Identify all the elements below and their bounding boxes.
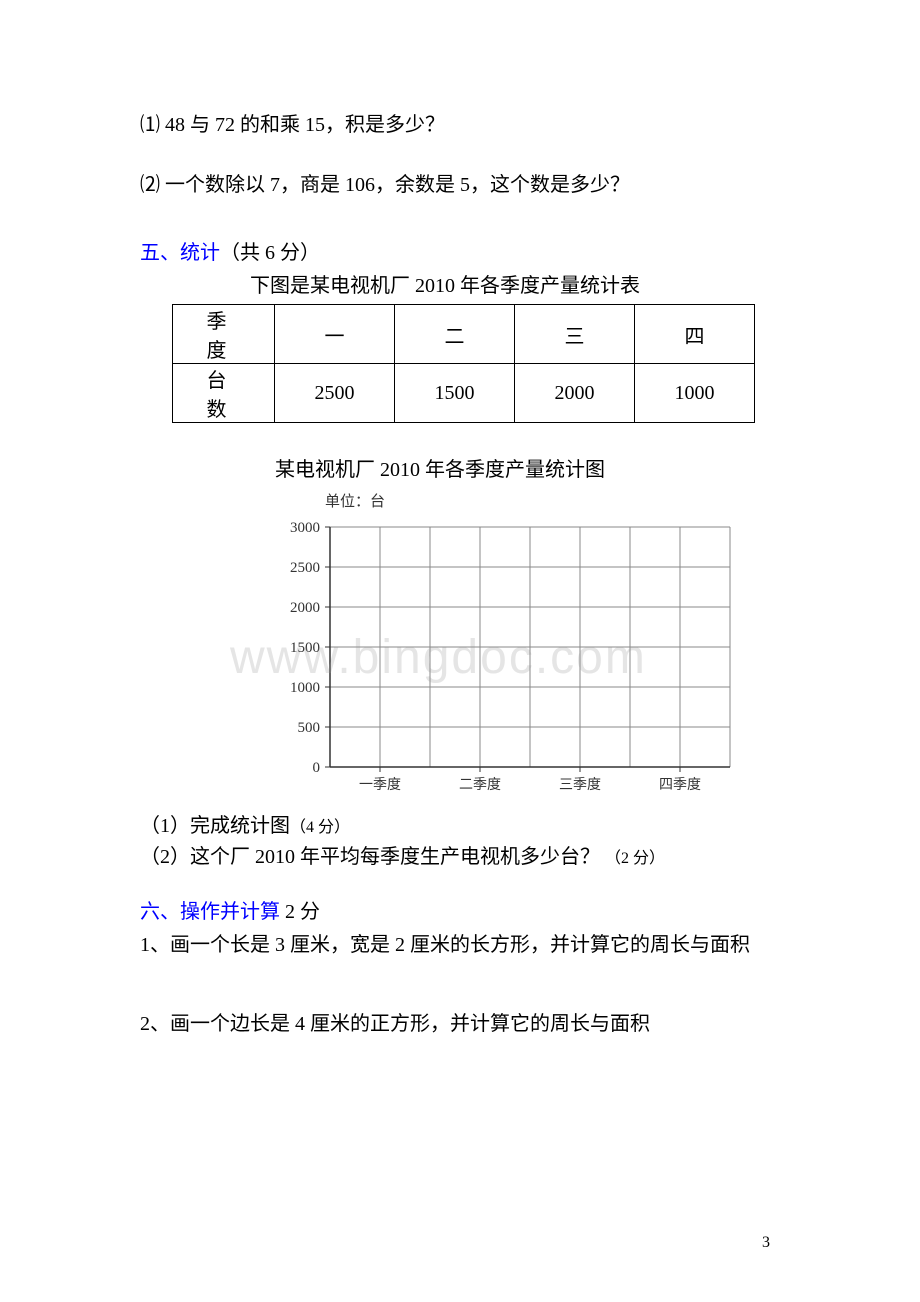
row-label: 台数	[173, 364, 275, 423]
page-number: 3	[762, 1234, 770, 1252]
production-table: 季度 一 二 三 四 台数 2500 1500 2000 1000	[172, 304, 755, 423]
svg-text:500: 500	[298, 720, 321, 736]
svg-text:二季度: 二季度	[459, 777, 501, 793]
svg-text:2000: 2000	[290, 600, 320, 616]
question-5-2: （2）这个厂 2010 年平均每季度生产电视机多少台？ （2 分）	[140, 840, 780, 869]
svg-text:1500: 1500	[290, 640, 320, 656]
table-row: 台数 2500 1500 2000 1000	[173, 364, 755, 423]
table-cell: 三	[515, 305, 635, 364]
section-5-heading: 五、统计（共 6 分）	[140, 236, 780, 265]
table-cell: 一	[275, 305, 395, 364]
question-4-1: ⑴ 48 与 72 的和乘 15，积是多少？	[140, 110, 780, 140]
svg-text:四季度: 四季度	[659, 777, 701, 793]
chart-container: 单位：台 3000 2500 2000 1500 1000 500 0 一季度 二季度 三季度 四季…	[210, 490, 770, 807]
bar-chart-grid: 3000 2500 2000 1500 1000 500 0 一季度 二季度 三季度 四季度	[210, 517, 770, 807]
section-5-prefix: 五、统计	[140, 242, 220, 264]
q5-2-points: （2 分）	[605, 850, 665, 867]
table-title: 下图是某电视机厂 2010 年各季度产量统计表	[250, 269, 780, 298]
question-6-1: 1、画一个长是 3 厘米，宽是 2 厘米的长方形，并计算它的周长与面积	[140, 928, 780, 957]
chart-unit-label: 单位：台	[325, 490, 770, 511]
svg-text:0: 0	[313, 760, 321, 776]
section-6-prefix: 六、操作并计算	[140, 901, 280, 923]
row-label: 季度	[173, 305, 275, 364]
table-cell: 2000	[515, 364, 635, 423]
table-cell: 2500	[275, 364, 395, 423]
svg-text:1000: 1000	[290, 680, 320, 696]
svg-text:3000: 3000	[290, 520, 320, 536]
table-cell: 1000	[635, 364, 755, 423]
question-6-2: 2、画一个边长是 4 厘米的正方形，并计算它的周长与面积	[140, 1007, 780, 1036]
q5-1-points: （4 分）	[290, 819, 350, 836]
chart-title: 某电视机厂 2010 年各季度产量统计图	[100, 453, 780, 482]
section-5-suffix: （共 6 分）	[220, 242, 320, 264]
table-cell: 1500	[395, 364, 515, 423]
svg-text:2500: 2500	[290, 560, 320, 576]
q5-1-text: （1）完成统计图	[140, 815, 290, 837]
section-6-suffix: 2 分	[280, 901, 320, 923]
question-4-2: ⑵ 一个数除以 7，商是 106，余数是 5，这个数是多少？	[140, 170, 780, 200]
table-cell: 二	[395, 305, 515, 364]
table-cell: 四	[635, 305, 755, 364]
svg-text:三季度: 三季度	[559, 777, 601, 793]
section-6-heading: 六、操作并计算 2 分	[140, 895, 780, 924]
table-row: 季度 一 二 三 四	[173, 305, 755, 364]
q5-2-text: （2）这个厂 2010 年平均每季度生产电视机多少台？	[140, 846, 600, 868]
question-5-1: （1）完成统计图（4 分）	[140, 809, 780, 838]
svg-text:一季度: 一季度	[359, 777, 401, 793]
